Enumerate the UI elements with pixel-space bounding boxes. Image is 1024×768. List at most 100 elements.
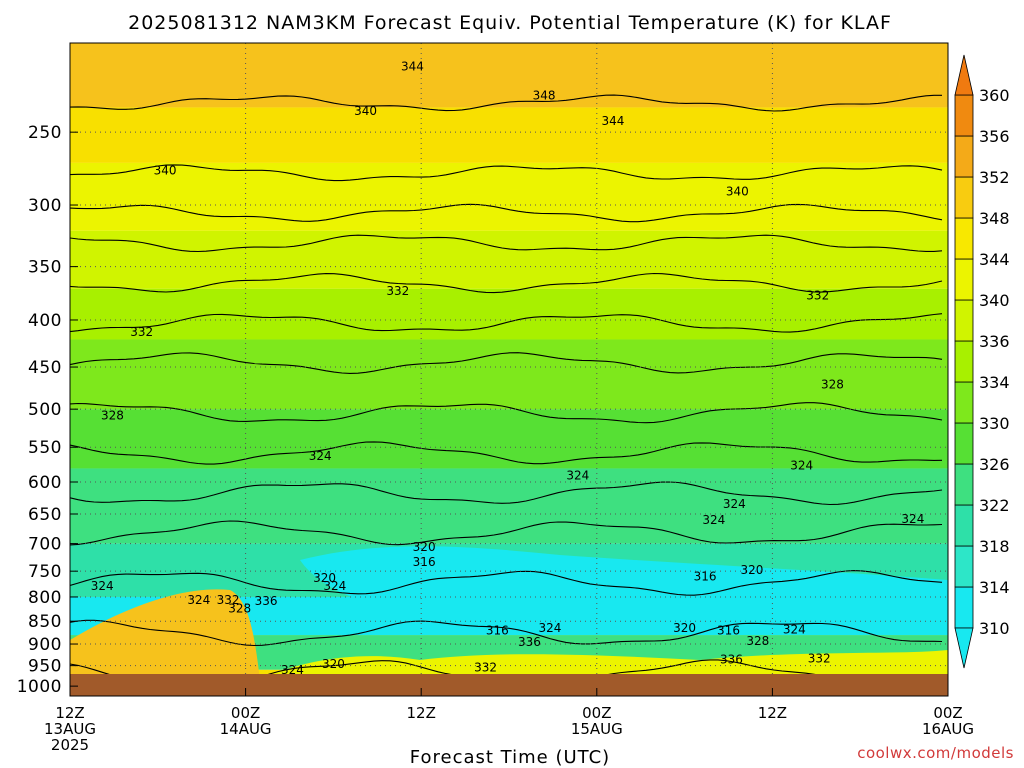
contour-label: 332 xyxy=(217,593,240,607)
warm-dome xyxy=(70,589,260,680)
colorbar-swatch xyxy=(954,340,974,383)
contour-label: 340 xyxy=(154,163,177,177)
colorbar-arrow-low xyxy=(954,627,974,669)
contour-label: 332 xyxy=(386,284,409,298)
contour-label: 320 xyxy=(673,621,696,635)
y-tick-label: 400 xyxy=(28,311,62,331)
contour-label: 344 xyxy=(601,114,624,128)
x-tick-label: 16AUG xyxy=(922,720,974,738)
y-axis: 250 300 350 400 450 500 550 600 650 700 750 800 850 9… xyxy=(17,123,78,697)
x-axis-label: Forecast Time (UTC) xyxy=(410,747,610,768)
x-tick-label: 00Z xyxy=(231,704,260,722)
contour-line xyxy=(70,619,943,647)
y-tick-label: 1000 xyxy=(17,677,62,697)
x-tick-label: 00Z xyxy=(933,704,962,722)
y-tick-label: 900 xyxy=(28,635,62,655)
contour-label: 324 xyxy=(91,579,114,593)
theta-e-band xyxy=(70,230,948,289)
colorbar-swatch xyxy=(954,217,974,260)
colorbar-swatch xyxy=(954,545,974,588)
x-tick-label: 12Z xyxy=(758,704,787,722)
theta-e-band xyxy=(70,107,948,163)
colorbar-label: 352 xyxy=(979,168,1010,187)
contour-label: 336 xyxy=(720,652,743,666)
contour-label: 324 xyxy=(723,497,746,511)
colorbar-swatch xyxy=(954,94,974,137)
x-tick-label: 13AUG xyxy=(44,720,96,738)
plot-frame xyxy=(69,42,949,697)
y-tick-label: 300 xyxy=(28,196,62,216)
colorbar-label: 336 xyxy=(979,332,1010,351)
x-tick-label: 12Z xyxy=(55,704,84,722)
contour-label: 324 xyxy=(539,621,562,635)
x-tick-label: 12Z xyxy=(407,704,436,722)
contour-lines xyxy=(70,94,943,747)
y-tick-label: 850 xyxy=(28,612,62,632)
x-tick-label: 14AUG xyxy=(220,720,272,738)
y-tick-label: 450 xyxy=(28,358,62,378)
contour-line xyxy=(70,719,942,747)
x-tick-label: 15AUG xyxy=(571,720,623,738)
colorbar-swatch xyxy=(954,258,974,301)
warm-layer xyxy=(260,650,948,680)
contour-label: 324 xyxy=(790,459,813,473)
contour-label: 328 xyxy=(746,634,769,648)
dry-pocket xyxy=(300,546,948,615)
ground-strip xyxy=(70,674,948,696)
contour-line xyxy=(70,313,943,333)
y-tick-label: 950 xyxy=(28,657,62,677)
contour-label: 324 xyxy=(309,449,332,463)
colorbar-swatch xyxy=(954,135,974,178)
colorbar-swatch xyxy=(954,504,974,547)
colorbar-label: 356 xyxy=(979,127,1010,146)
contour-label: 332 xyxy=(806,288,829,302)
colorbar-label: 340 xyxy=(979,291,1010,310)
colorbar-label: 322 xyxy=(979,496,1010,515)
contour-label: 348 xyxy=(533,88,556,102)
contour-label: 320 xyxy=(413,540,436,554)
theta-e-band xyxy=(70,468,948,544)
contour-label: 324 xyxy=(323,579,346,593)
colorbar-label: 348 xyxy=(979,209,1010,228)
contour-label: 340 xyxy=(354,104,377,118)
y-tick-label: 750 xyxy=(28,562,62,582)
contour-line xyxy=(70,234,943,253)
colorbar-label: 334 xyxy=(979,373,1010,392)
contour-line xyxy=(70,272,943,294)
contour-line xyxy=(70,570,943,596)
y-tick-label: 350 xyxy=(28,258,62,278)
contour-label: 320 xyxy=(740,563,763,577)
contour-line xyxy=(70,352,943,374)
contour-line xyxy=(70,520,943,546)
contour-label: 336 xyxy=(255,594,278,608)
y-tick-label: 650 xyxy=(28,505,62,525)
colorbar-label: 314 xyxy=(979,578,1010,597)
colorbar-swatch xyxy=(954,463,974,506)
colorbar-label: 344 xyxy=(979,250,1010,269)
contour-label: 320 xyxy=(322,657,345,671)
colorbar-label: 360 xyxy=(979,86,1010,105)
contour-label: 324 xyxy=(281,663,304,677)
y-tick-label: 700 xyxy=(28,535,62,555)
colorbar-swatch xyxy=(954,586,974,629)
y-tick-label: 600 xyxy=(28,473,62,493)
contour-line xyxy=(70,203,943,223)
contour-label: 332 xyxy=(474,661,497,675)
contour-label: 344 xyxy=(401,59,424,73)
contour-label: 324 xyxy=(566,468,589,482)
y-tick-label: 800 xyxy=(28,588,62,608)
contour-label: 324 xyxy=(901,512,924,526)
contour-label: 336 xyxy=(518,635,541,649)
theta-e-band xyxy=(70,339,948,410)
colorbar-label: 310 xyxy=(979,619,1010,638)
credit-text: coolwx.com/models xyxy=(857,744,1014,762)
x-tick-label: 2025 xyxy=(51,736,89,754)
y-tick-label: 250 xyxy=(28,123,62,143)
colorbar-label: 326 xyxy=(979,455,1010,474)
colorbar-swatch xyxy=(954,299,974,342)
contour-line xyxy=(70,481,943,506)
colorbar-label: 318 xyxy=(979,537,1010,556)
